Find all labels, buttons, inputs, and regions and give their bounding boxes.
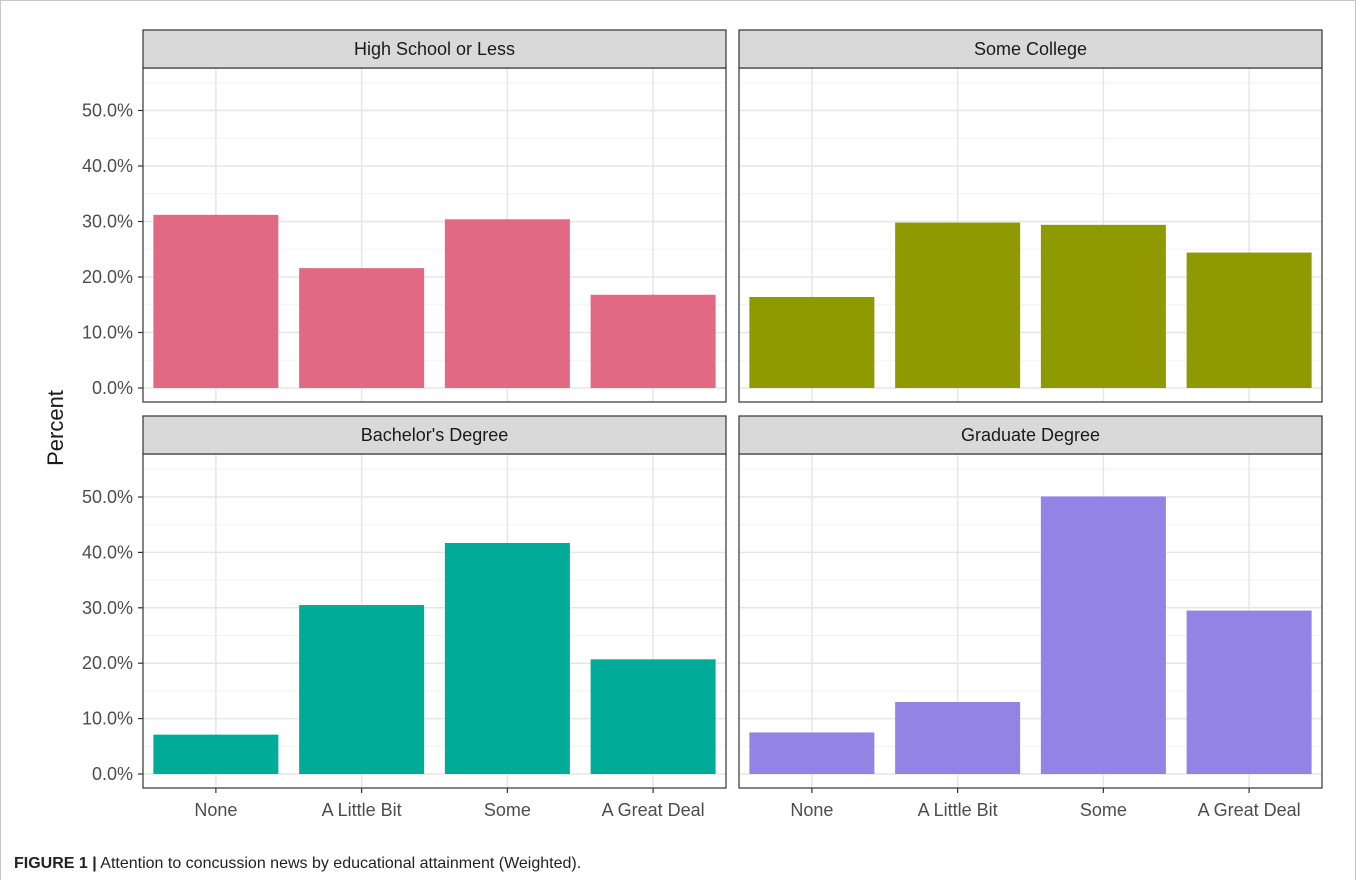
strip-label-bachelor-s-degree: Bachelor's Degree bbox=[361, 425, 509, 445]
y-tick-label: 20.0% bbox=[82, 267, 133, 287]
figure-caption-label: FIGURE 1 | bbox=[14, 855, 97, 872]
bar-some-college-none bbox=[749, 296, 875, 388]
bar-bachelor-s-degree-none bbox=[153, 734, 279, 774]
y-axis-title: Percent bbox=[43, 390, 68, 466]
strip-label-some-college: Some College bbox=[974, 39, 1087, 59]
strip-label-high-school-or-less: High School or Less bbox=[354, 39, 515, 59]
bar-high-school-or-less-a-great-deal bbox=[590, 294, 716, 388]
y-tick-label: 50.0% bbox=[82, 487, 133, 507]
bar-bachelor-s-degree-a-great-deal bbox=[590, 659, 716, 774]
bar-high-school-or-less-a-little-bit bbox=[299, 268, 425, 388]
y-tick-label: 30.0% bbox=[82, 598, 133, 618]
bar-bachelor-s-degree-a-little-bit bbox=[299, 605, 425, 774]
bar-high-school-or-less-some bbox=[444, 219, 570, 388]
bar-bachelor-s-degree-some bbox=[444, 542, 570, 774]
bar-some-college-a-little-bit bbox=[895, 222, 1021, 388]
y-tick-label: 0.0% bbox=[92, 378, 133, 398]
bar-graduate-degree-some bbox=[1040, 496, 1166, 774]
strip-label-graduate-degree: Graduate Degree bbox=[961, 425, 1100, 445]
x-tick-label-some: Some bbox=[1080, 800, 1127, 820]
x-tick-label-none: None bbox=[790, 800, 833, 820]
bar-some-college-some bbox=[1040, 224, 1166, 388]
y-tick-label: 40.0% bbox=[82, 542, 133, 562]
x-tick-label-none: None bbox=[194, 800, 237, 820]
bar-graduate-degree-none bbox=[749, 732, 875, 774]
y-tick-label: 40.0% bbox=[82, 156, 133, 176]
y-tick-label: 10.0% bbox=[82, 709, 133, 729]
bar-some-college-a-great-deal bbox=[1186, 252, 1312, 388]
x-tick-label-a-little-bit: A Little Bit bbox=[322, 800, 402, 820]
bar-graduate-degree-a-little-bit bbox=[895, 701, 1021, 774]
bar-graduate-degree-a-great-deal bbox=[1186, 610, 1312, 774]
y-tick-label: 20.0% bbox=[82, 653, 133, 673]
strip-some-college bbox=[738, 29, 1323, 69]
x-tick-label-a-great-deal: A Great Deal bbox=[1198, 800, 1301, 820]
figure-caption: FIGURE 1 | Attention to concussion news … bbox=[14, 855, 581, 873]
bar-high-school-or-less-none bbox=[153, 214, 279, 388]
y-tick-label: 0.0% bbox=[92, 764, 133, 784]
x-tick-label-a-little-bit: A Little Bit bbox=[918, 800, 998, 820]
faceted-bar-chart: High School or Less 0.0% 10.0% 20.0% 30.0% 40… bbox=[43, 29, 1323, 820]
strip-bachelor-s-degree bbox=[142, 415, 727, 455]
strip-graduate-degree bbox=[738, 415, 1323, 455]
figure-caption-text: Attention to concussion news by educatio… bbox=[96, 855, 582, 872]
y-tick-label: 50.0% bbox=[82, 101, 133, 121]
y-tick-label: 10.0% bbox=[82, 323, 133, 343]
x-tick-label-some: Some bbox=[484, 800, 531, 820]
y-tick-label: 30.0% bbox=[82, 212, 133, 232]
x-tick-label-a-great-deal: A Great Deal bbox=[602, 800, 705, 820]
strip-high-school-or-less bbox=[142, 29, 727, 69]
